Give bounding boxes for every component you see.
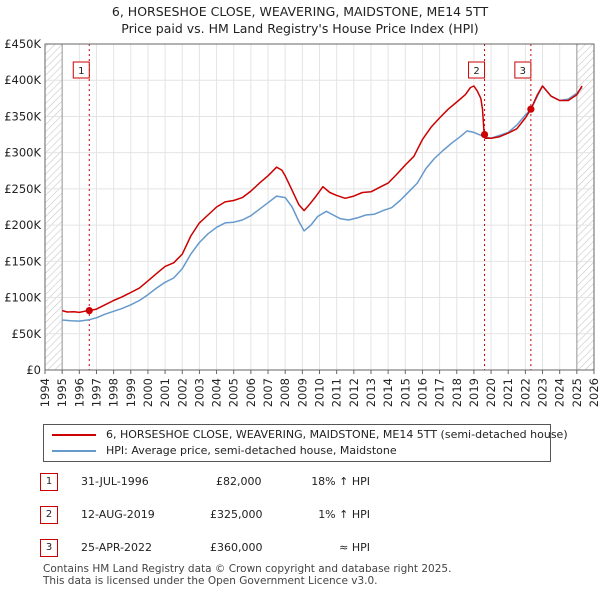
sale-label-text: 2 xyxy=(473,66,479,77)
footer-copyright: Contains HM Land Registry data © Crown c… xyxy=(43,563,452,575)
x-tick-label: 1999 xyxy=(124,378,138,407)
x-tick-label: 2013 xyxy=(364,378,378,407)
legend: 6, HORSESHOE CLOSE, WEAVERING, MAIDSTONE… xyxy=(43,424,568,462)
y-tick-label: £250K xyxy=(4,182,41,196)
transaction-hpi: 18% ↑ HPI xyxy=(311,475,370,488)
transaction-hpi: ≈ HPI xyxy=(339,541,370,554)
x-tick-label: 2019 xyxy=(467,378,481,407)
x-tick-label: 2011 xyxy=(330,378,344,407)
legend-item-hpi: HPI: Average price, semi-detached house,… xyxy=(52,443,397,459)
sale-label: 3 xyxy=(514,61,532,79)
transaction-price: £360,000 xyxy=(210,541,263,554)
hatched-region xyxy=(45,44,63,370)
hpi-series-line xyxy=(62,85,583,322)
footer-license: This data is licensed under the Open Gov… xyxy=(43,575,378,587)
transaction-hpi: 1% ↑ HPI xyxy=(318,508,370,521)
x-tick-label: 2001 xyxy=(158,378,172,407)
x-tick-label: 2016 xyxy=(415,378,429,407)
price-chart: 1 2 3 £0 £50K £100K £150K £200K £250K £300K £350K £… xyxy=(4,37,600,407)
x-tick-label: 2022 xyxy=(518,378,532,407)
y-tick-label: £400K xyxy=(4,73,41,87)
property-series-line xyxy=(62,85,583,314)
x-tick-label: 2009 xyxy=(295,378,309,407)
sale-point xyxy=(85,306,93,315)
x-tick-label: 2026 xyxy=(587,378,600,407)
legend-swatch-hpi xyxy=(52,450,96,452)
x-tick-label: 2014 xyxy=(381,378,395,407)
chart-subtitle: Price paid vs. HM Land Registry's House … xyxy=(121,21,479,36)
x-tick-label: 1998 xyxy=(107,378,121,407)
sale-label: 1 xyxy=(72,61,90,79)
x-tick-label: 2015 xyxy=(398,378,412,407)
transaction-number: 1 xyxy=(40,473,58,491)
x-tick-label: 2023 xyxy=(536,378,550,407)
sale-label-text: 1 xyxy=(78,66,84,77)
hatched-region xyxy=(576,44,594,370)
transaction-date: 12-AUG-2019 xyxy=(81,508,155,521)
x-tick-label: 2005 xyxy=(227,378,241,407)
y-tick-label: £300K xyxy=(4,146,41,160)
sale-label-box xyxy=(72,61,90,79)
x-tick-label: 1996 xyxy=(72,378,86,407)
x-tick-label: 2006 xyxy=(244,378,258,407)
sale-label-box xyxy=(514,61,532,79)
x-tick-label: 2018 xyxy=(450,378,464,407)
transaction-price: £82,000 xyxy=(216,475,262,488)
transaction-date: 31-JUL-1996 xyxy=(81,475,149,488)
y-tick-label: £200K xyxy=(4,218,41,232)
transaction-price: £325,000 xyxy=(210,508,263,521)
x-tick-label: 2024 xyxy=(553,378,567,407)
transaction-date: 25-APR-2022 xyxy=(81,541,153,554)
x-tick-label: 2003 xyxy=(192,378,206,407)
sale-label-text: 3 xyxy=(520,66,526,77)
legend-label-hpi: HPI: Average price, semi-detached house,… xyxy=(106,444,397,457)
chart-title: 6, HORSESHOE CLOSE, WEAVERING, MAIDSTONE… xyxy=(111,4,489,19)
x-tick-label: 1994 xyxy=(38,378,52,407)
y-tick-label: £350K xyxy=(4,109,41,123)
sale-label: 2 xyxy=(468,61,486,79)
x-tick-label: 2017 xyxy=(433,378,447,407)
y-tick-label: £100K xyxy=(4,291,41,305)
x-tick-label: 2012 xyxy=(347,378,361,407)
x-tick-label: 2007 xyxy=(261,378,275,407)
x-tick-label: 2004 xyxy=(210,378,224,407)
x-tick-label: 2020 xyxy=(484,378,498,407)
x-tick-label: 1995 xyxy=(55,378,69,407)
y-tick-label: £0 xyxy=(26,363,41,377)
x-tick-label: 2021 xyxy=(501,378,515,407)
legend-item-property: 6, HORSESHOE CLOSE, WEAVERING, MAIDSTONE… xyxy=(52,427,568,443)
sale-point xyxy=(527,105,535,113)
sale-label-box xyxy=(468,61,486,79)
legend-swatch-property xyxy=(52,434,96,436)
x-tick-label: 2000 xyxy=(141,378,155,407)
x-tick-label: 2008 xyxy=(278,378,292,407)
transaction-number: 3 xyxy=(40,539,58,557)
y-tick-label: £150K xyxy=(4,254,41,268)
y-tick-label: £50K xyxy=(12,327,42,341)
x-tick-label: 2002 xyxy=(175,378,189,407)
legend-label-property: 6, HORSESHOE CLOSE, WEAVERING, MAIDSTONE… xyxy=(106,428,568,441)
y-tick-label: £450K xyxy=(4,37,41,51)
transaction-number: 2 xyxy=(40,506,58,524)
sale-point xyxy=(480,130,489,139)
x-tick-label: 2010 xyxy=(313,378,327,407)
x-tick-label: 2025 xyxy=(570,378,584,407)
x-tick-label: 1997 xyxy=(89,378,103,407)
